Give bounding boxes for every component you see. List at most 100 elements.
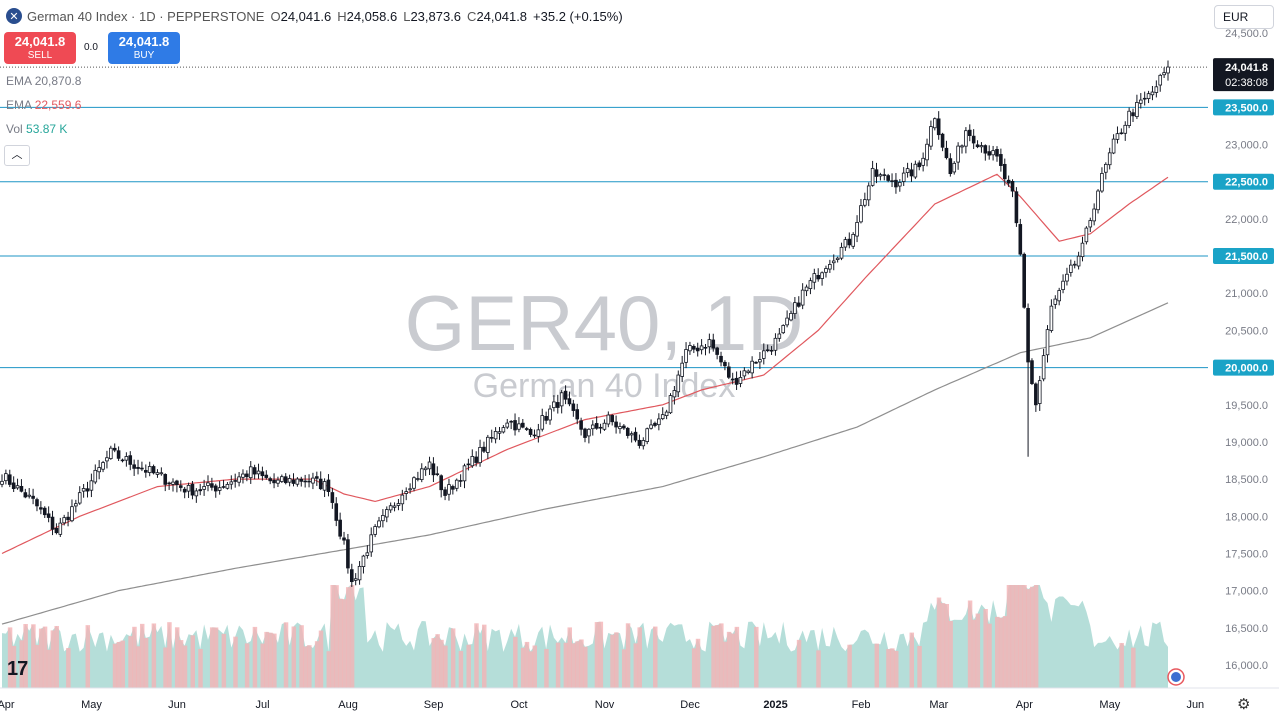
candle-body (913, 163, 918, 178)
spread-value: 0.0 (84, 42, 98, 53)
volume-bar-down (1002, 616, 1008, 688)
candle-body (528, 429, 533, 435)
volume-bar-down (143, 637, 149, 688)
volume-bar-down (528, 651, 534, 688)
candle-body (649, 424, 653, 429)
buy-button[interactable]: 24,041.8 BUY (108, 32, 180, 64)
candle-body (497, 431, 502, 434)
volume-bar-down (847, 644, 852, 688)
candle-body (58, 522, 63, 535)
candle-body (151, 466, 156, 474)
volume-bar-down (1010, 585, 1016, 688)
level-tag[interactable] (1213, 99, 1274, 116)
indicator-ema-long[interactable]: EMA 22,559.6 (6, 98, 81, 112)
candle-body (602, 422, 607, 430)
volume-bar-down (11, 645, 17, 688)
volume-bar-down (120, 640, 126, 688)
candle-body (1065, 273, 1069, 282)
candle-body (808, 280, 813, 289)
sell-button[interactable]: 24,041.8 SELL (4, 32, 76, 64)
volume-bar-down (715, 625, 720, 688)
candle-body (1022, 253, 1026, 308)
candle-body (793, 302, 797, 314)
candle-body (866, 185, 871, 201)
candle-body (524, 428, 529, 430)
volume-bar-down (987, 623, 992, 688)
volume-bar-down (653, 626, 658, 688)
gear-icon[interactable]: ⚙ (1237, 696, 1251, 713)
level-tag[interactable] (1213, 248, 1274, 265)
candle-body (268, 478, 272, 482)
candle-body (245, 473, 249, 478)
candle-body (1162, 72, 1166, 76)
candle-body (606, 414, 611, 425)
volume-bar-down (244, 643, 250, 688)
y-tick-label: 19,500.0 (1225, 400, 1268, 412)
volume-bar-down (209, 627, 215, 688)
candle-body (657, 418, 661, 426)
candle-body (233, 480, 238, 482)
candle-body (462, 465, 467, 482)
indicator-volume[interactable]: Vol 53.87 K (6, 122, 67, 136)
close-label: C (467, 8, 477, 24)
candle-body (175, 480, 179, 485)
volume-bar-down (722, 641, 728, 688)
x-tick-label: 2025 (763, 699, 787, 711)
candle-body (400, 494, 405, 505)
candle-body (991, 150, 995, 156)
candle-body (221, 486, 226, 488)
candle-body (0, 480, 4, 485)
candle-body (1135, 102, 1139, 117)
candle-body (513, 420, 517, 431)
volume-bar-down (163, 647, 168, 688)
candle-body (894, 179, 898, 188)
candle-body (711, 339, 716, 349)
candle-body (501, 427, 506, 433)
candle-body (291, 479, 296, 484)
candle-body (388, 505, 393, 511)
candle-body (625, 427, 630, 436)
candle-body (303, 480, 307, 483)
currency-selector[interactable]: EUR (1214, 5, 1274, 29)
tradingview-logo-icon[interactable]: 17 (7, 658, 28, 680)
change-value: +35.2 (+0.15%) (533, 8, 623, 24)
candle-body (598, 426, 603, 429)
x-tick-label: Apr (0, 699, 15, 711)
candle-body (738, 377, 743, 384)
close-x-icon[interactable]: ✕ (6, 8, 22, 24)
low-label: L (403, 8, 411, 24)
candle-body (338, 519, 342, 537)
volume-bar-down (213, 627, 219, 688)
candle-body (1166, 66, 1170, 74)
candle-body (761, 350, 766, 359)
level-tag[interactable] (1213, 359, 1274, 376)
candle-body (734, 377, 739, 385)
symbol-title[interactable]: German 40 Index · 1D · PEPPERSTONE (27, 8, 265, 24)
volume-bar-down (264, 631, 269, 688)
sell-label: SELL (27, 50, 53, 61)
volume-bar-down (46, 649, 52, 688)
volume-bar-down (19, 640, 24, 688)
candle-body (688, 345, 692, 352)
candle-body (653, 422, 657, 426)
candle-body (454, 479, 459, 489)
candle-body (423, 467, 428, 471)
volume-bar-down (23, 623, 28, 688)
chevron-up-icon[interactable]: ︿ (4, 145, 30, 166)
volume-bar-down (711, 625, 716, 688)
candle-body (579, 420, 583, 430)
level-tag[interactable] (1213, 173, 1274, 190)
candle-body (870, 167, 875, 186)
indicator-ema-short[interactable]: EMA 20,870.8 (6, 74, 81, 88)
volume-bar-down (450, 628, 456, 688)
volume-bar-down (948, 621, 953, 688)
candle-body (101, 462, 105, 470)
candle-body (299, 478, 304, 482)
candle-body (427, 461, 432, 470)
last-price-label: 24,041.8 (1225, 62, 1268, 74)
time-axis[interactable] (0, 688, 1279, 718)
candle-body (886, 175, 890, 181)
candle-body (392, 505, 397, 508)
candle-body (128, 455, 133, 465)
